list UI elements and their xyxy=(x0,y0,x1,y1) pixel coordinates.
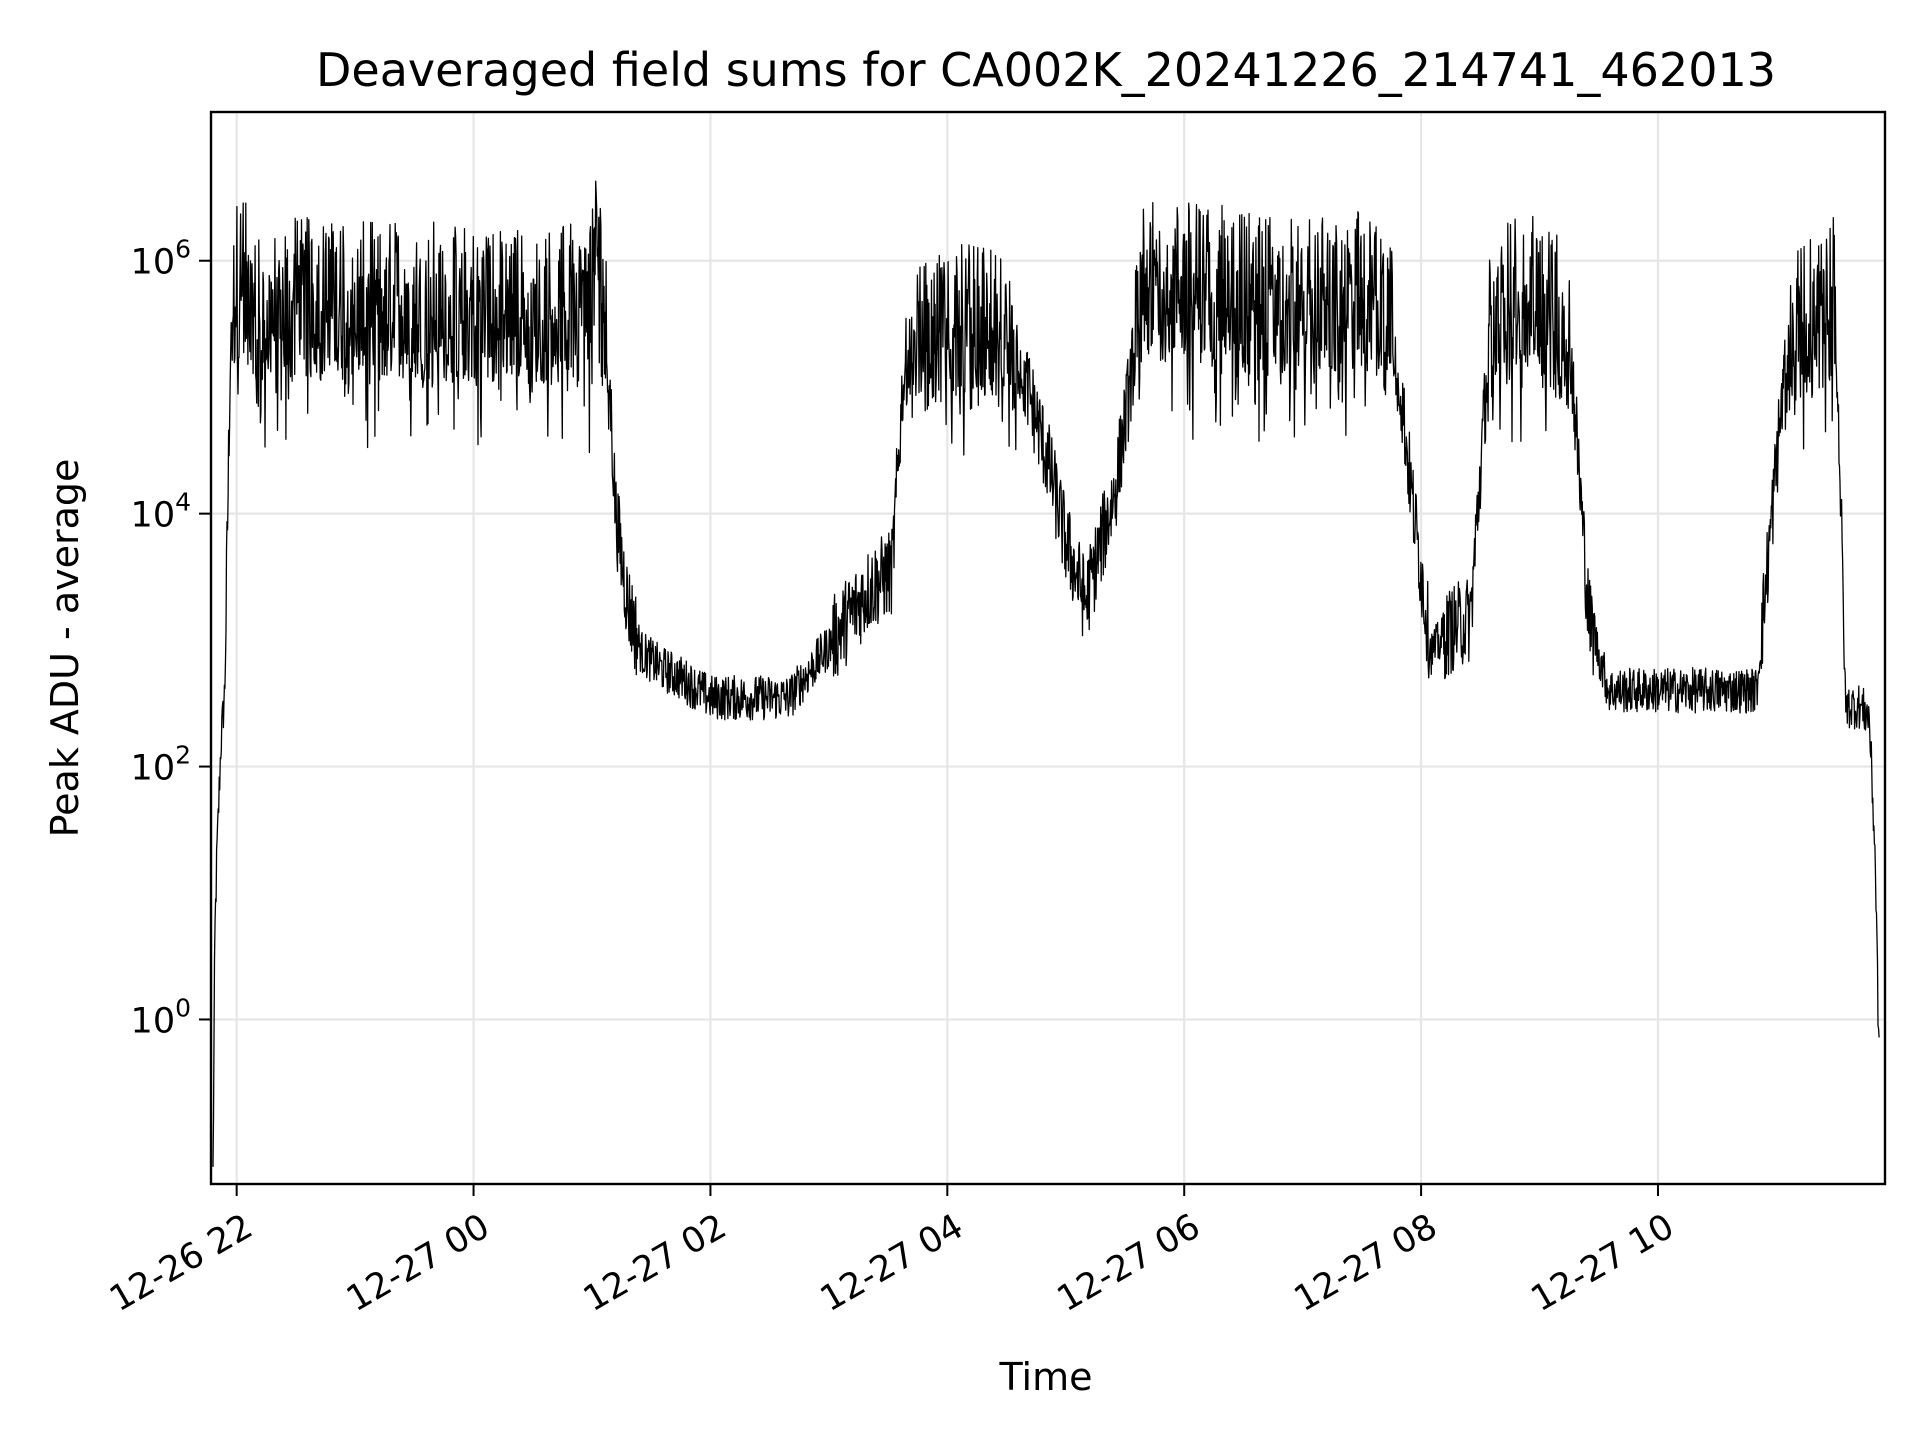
y-tick-exponent: 2 xyxy=(175,741,191,770)
y-tick-label: 100 xyxy=(131,993,191,1041)
y-tick-exponent: 4 xyxy=(175,488,191,517)
y-tick-base: 10 xyxy=(131,496,176,536)
y-axis-label: Peak ADU - average xyxy=(43,459,87,838)
y-tick-base: 10 xyxy=(131,749,176,789)
y-tick-base: 10 xyxy=(131,243,176,283)
x-axis-label: Time xyxy=(999,1355,1093,1399)
y-tick-base: 10 xyxy=(131,1001,176,1041)
y-tick-label: 102 xyxy=(131,741,191,789)
y-tick-label: 104 xyxy=(131,488,191,536)
chart-title: Deaveraged field sums for CA002K_2024122… xyxy=(316,43,1776,97)
series-layer xyxy=(212,180,1880,1167)
series-line xyxy=(212,180,1880,1167)
grid xyxy=(211,112,1885,1184)
y-tick-label: 106 xyxy=(131,235,191,283)
y-tick-exponent: 0 xyxy=(175,993,191,1022)
plot-frame xyxy=(209,110,1887,1186)
y-tick-exponent: 6 xyxy=(175,235,191,264)
